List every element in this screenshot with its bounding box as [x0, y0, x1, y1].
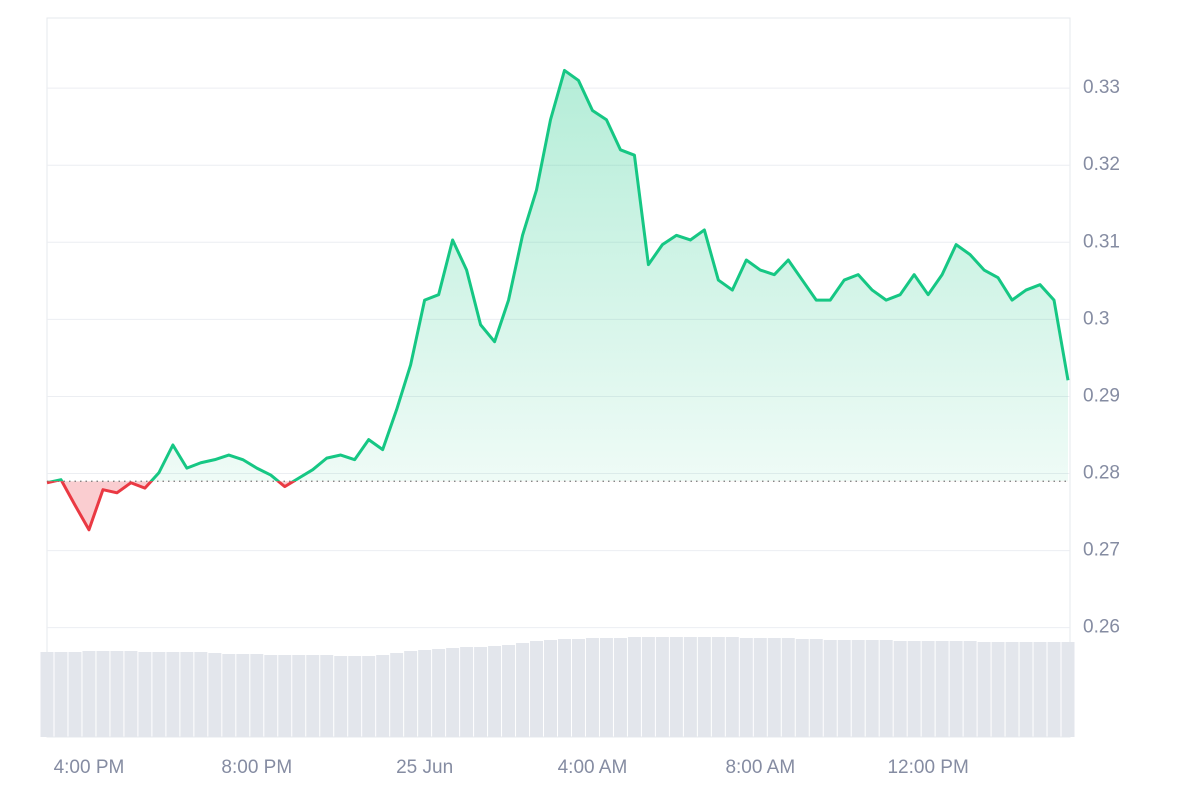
y-tick-label: 0.32 — [1083, 154, 1120, 175]
volume-bar — [865, 640, 879, 737]
volume-bar — [725, 637, 739, 737]
volume-bar — [250, 654, 264, 737]
volume-bar — [544, 640, 557, 737]
volume-bar — [278, 655, 292, 737]
volume-bar — [585, 638, 599, 737]
volume-bar — [851, 640, 865, 737]
volume-bar — [334, 656, 348, 737]
volume-bar — [446, 648, 460, 737]
volume-bar — [40, 652, 54, 737]
volume-bar — [1005, 642, 1019, 737]
volume-bar — [893, 641, 907, 737]
volume-bar — [516, 643, 530, 737]
volume-bar — [264, 655, 278, 737]
volume-bar — [530, 641, 544, 737]
volume-bar — [54, 652, 68, 737]
volume-bar — [1061, 642, 1075, 737]
y-tick-label: 0.27 — [1083, 540, 1120, 561]
volume-bar — [306, 655, 320, 737]
volume-bar — [208, 653, 222, 737]
volume-bar — [837, 640, 851, 737]
volume-bar — [991, 642, 1005, 737]
volume-bar — [180, 652, 194, 737]
x-tick-label: 8:00 AM — [725, 757, 795, 778]
volume-bar — [655, 637, 669, 737]
volume-bar — [907, 641, 921, 737]
volume-bar — [879, 640, 893, 737]
y-tick-label: 0.33 — [1083, 77, 1120, 98]
volume-bar — [82, 651, 96, 737]
area-up — [47, 70, 1068, 482]
y-tick-label: 0.28 — [1083, 463, 1120, 484]
y-tick-label: 0.29 — [1083, 385, 1120, 406]
volume-bar — [292, 655, 306, 737]
volume-bar — [432, 649, 446, 737]
volume-bar — [124, 651, 138, 737]
volume-bar — [767, 638, 781, 737]
y-tick-label: 0.31 — [1083, 231, 1120, 252]
volume-bar — [166, 652, 180, 737]
volume-bar — [418, 650, 432, 737]
volume-bar — [194, 652, 208, 737]
volume-bar — [376, 655, 390, 737]
volume-bar — [683, 637, 697, 737]
volume-bar — [753, 638, 767, 737]
volume-bar — [935, 641, 949, 737]
volume-bar — [390, 653, 404, 737]
volume-bar — [110, 651, 124, 737]
price-line-up — [47, 68, 1070, 482]
x-tick-label: 12:00 PM — [887, 757, 968, 778]
volume-bar — [795, 639, 809, 737]
volume-bar — [348, 656, 362, 737]
volume-bar — [627, 637, 641, 737]
y-tick-label: 0.26 — [1083, 617, 1120, 638]
volume-bar — [404, 651, 418, 737]
volume-bar — [96, 651, 110, 737]
volume-bar — [138, 652, 152, 737]
volume-bar — [474, 647, 488, 737]
volume-bar — [558, 639, 571, 737]
volume-bar — [320, 655, 334, 737]
volume-bar — [502, 645, 516, 737]
volume-bar — [641, 637, 655, 737]
volume-bar — [571, 639, 585, 737]
volume-bar — [711, 637, 725, 737]
y-tick-label: 0.3 — [1083, 308, 1109, 329]
volume-bar — [222, 654, 236, 737]
volume-bar — [488, 646, 502, 737]
volume-bar — [949, 641, 963, 737]
volume-bar — [1033, 642, 1047, 737]
volume-bar — [460, 647, 474, 737]
volume-bar — [739, 638, 753, 737]
x-tick-label: 25 Jun — [396, 757, 453, 778]
x-tick-label: 4:00 AM — [558, 757, 628, 778]
x-tick-label: 8:00 PM — [221, 757, 292, 778]
volume-bar — [362, 656, 376, 737]
volume-bar — [1019, 642, 1033, 737]
volume-bar — [669, 637, 683, 737]
volume-bar — [921, 641, 935, 737]
volume-bar — [152, 652, 166, 737]
volume-bar — [977, 642, 991, 737]
volume-bar — [599, 638, 613, 737]
volume-bar — [963, 641, 977, 737]
volume-bar — [823, 640, 837, 737]
volume-bar — [697, 637, 711, 737]
volume-bar — [236, 654, 250, 737]
volume-bar — [809, 639, 823, 737]
volume-bar — [613, 638, 627, 737]
x-tick-label: 4:00 PM — [54, 757, 125, 778]
volume-bar — [68, 652, 82, 737]
volume-bar — [1047, 642, 1061, 737]
volume-bar — [781, 638, 795, 737]
